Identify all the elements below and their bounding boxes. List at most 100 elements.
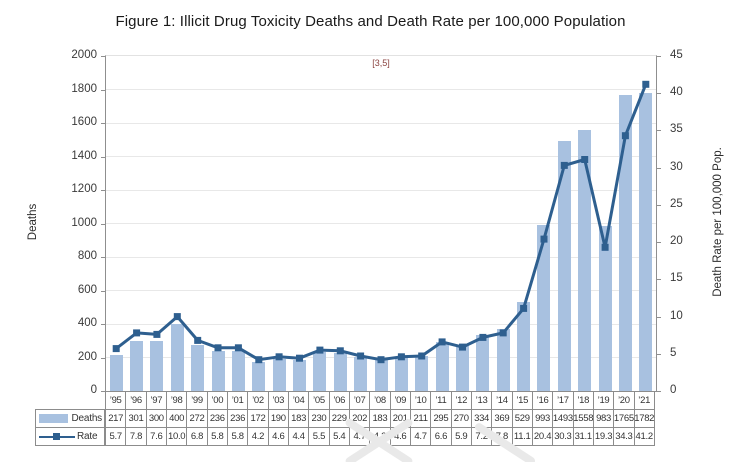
rate-marker <box>173 313 181 321</box>
rate-value-cell: 20.4 <box>531 427 554 446</box>
deaths-legend-label: Deaths <box>71 413 103 424</box>
right-axis-label: Death Rate per 100,000 Pop. <box>712 147 724 297</box>
left-tick-label: 1000 <box>71 216 97 229</box>
deaths-bar <box>333 352 347 391</box>
left-tick-label: 1400 <box>71 149 97 162</box>
year-cell: ’95 <box>105 391 127 410</box>
rate-value-cell: 4.6 <box>267 427 289 446</box>
left-tick-label: 1800 <box>71 82 97 95</box>
deaths-value-cell: 1782 <box>633 409 655 428</box>
left-tick-label: 800 <box>77 250 97 262</box>
rate-marker <box>194 336 202 344</box>
rate-marker <box>499 329 507 337</box>
year-cell: ’11 <box>430 391 452 410</box>
deaths-bar <box>150 340 164 391</box>
plot-area: [3,5] <box>101 55 661 392</box>
rate-value-cell: 5.8 <box>226 427 249 446</box>
rate-marker <box>621 132 629 140</box>
deaths-bar <box>476 335 490 391</box>
year-cell: ’08 <box>369 391 391 410</box>
year-cell: ’17 <box>552 391 574 410</box>
rate-marker <box>377 356 385 364</box>
deaths-legend-swatch <box>39 414 68 423</box>
year-cell: ’99 <box>186 391 208 410</box>
year-cell: ’00 <box>206 391 228 410</box>
right-tick-label: 5 <box>670 346 677 359</box>
right-tick-label: 25 <box>670 197 683 210</box>
deaths-value-cell: 217 <box>105 409 127 428</box>
deaths-bar <box>374 360 388 391</box>
rate-value-cell: 19.3 <box>592 427 615 446</box>
rate-value-cell: 6.8 <box>186 427 208 446</box>
deaths-value-cell: 529 <box>511 409 533 428</box>
right-axis-ticks: 0 5 10 15 20 25 30 35 40 45 <box>664 49 700 396</box>
year-cell: ’15 <box>511 391 533 410</box>
left-tick-label: 200 <box>77 350 97 363</box>
left-tick-label: 1200 <box>71 183 97 195</box>
left-tick-label: 2000 <box>71 49 97 61</box>
deaths-value-cell: 236 <box>206 409 228 428</box>
year-cell: ’16 <box>531 391 554 410</box>
deaths-value-cell: 1765 <box>613 409 635 428</box>
deaths-value-cell: 211 <box>409 409 432 428</box>
year-cell: ’01 <box>226 391 249 410</box>
figure-title: Figure 1: Illicit Drug Toxicity Deaths a… <box>115 13 626 30</box>
right-tick-label: 20 <box>670 235 683 248</box>
deaths-value-cell: 369 <box>491 409 513 428</box>
deaths-bar <box>557 140 571 391</box>
rate-value-cell: 31.1 <box>572 427 594 446</box>
deaths-bar <box>170 324 184 391</box>
deaths-value-cell: 236 <box>226 409 249 428</box>
deaths-value-cell: 983 <box>592 409 615 428</box>
deaths-bar <box>293 360 307 391</box>
left-tick-label: 1600 <box>71 116 97 128</box>
rate-marker <box>275 353 283 361</box>
rate-value-cell: 6.6 <box>430 427 452 446</box>
rate-line-chart <box>112 80 650 364</box>
rate-legend-swatch <box>39 432 75 441</box>
deaths-value-cell: 272 <box>186 409 208 428</box>
rate-value-cell: 4.4 <box>287 427 310 446</box>
deaths-value-cell: 183 <box>287 409 310 428</box>
deaths-value-cell: 1558 <box>572 409 594 428</box>
year-cell: ’03 <box>267 391 289 410</box>
rate-row: Rate 5.7 7.8 7.6 10.0 6.8 5.8 5.8 4.2 4.6 4.4 5.5 5… <box>35 427 655 446</box>
rate-marker <box>316 346 324 354</box>
year-cell: ’21 <box>633 391 655 410</box>
year-cell: ’10 <box>409 391 432 410</box>
rate-marker <box>601 243 609 251</box>
deaths-bar <box>618 95 632 391</box>
deaths-value-cell: 230 <box>308 409 330 428</box>
deaths-bar <box>313 352 327 391</box>
deaths-bar <box>191 345 205 391</box>
deaths-bar <box>639 92 653 391</box>
deaths-bar <box>354 357 368 391</box>
deaths-bar <box>415 355 429 391</box>
data-table: ’95’96’97’98’99’00’01’02’03’04’05’06’07’… <box>35 391 655 446</box>
year-cell: ’18 <box>572 391 594 410</box>
rate-marker <box>520 304 528 312</box>
rate-value-cell: 30.3 <box>552 427 574 446</box>
rate-value-cell: 7.6 <box>145 427 167 446</box>
right-tick-label: 35 <box>670 123 683 136</box>
deaths-row: Deaths 217 301 300 400 272 236 236 172 190 183 230… <box>35 409 655 428</box>
year-cell: ’97 <box>145 391 167 410</box>
deaths-value-cell: 295 <box>430 409 452 428</box>
deaths-bar <box>252 362 266 391</box>
rate-marker <box>581 156 589 163</box>
rate-marker <box>336 347 344 355</box>
deaths-bar <box>231 351 245 391</box>
rate-value-cell: 5.8 <box>206 427 228 446</box>
rate-value-cell: 5.7 <box>105 427 127 446</box>
rate-value-cell: 4.7 <box>409 427 432 446</box>
rate-marker <box>459 343 466 351</box>
rate-marker <box>357 352 365 360</box>
deaths-value-cell: 190 <box>267 409 289 428</box>
deaths-value-cell: 1493 <box>552 409 574 428</box>
deaths-value-cell: 400 <box>165 409 188 428</box>
year-cell: ’14 <box>491 391 513 410</box>
deaths-bar <box>435 341 449 391</box>
rate-marker <box>255 356 263 364</box>
year-header-row: ’95’96’97’98’99’00’01’02’03’04’05’06’07’… <box>35 391 655 410</box>
year-cell: ’02 <box>247 391 269 410</box>
